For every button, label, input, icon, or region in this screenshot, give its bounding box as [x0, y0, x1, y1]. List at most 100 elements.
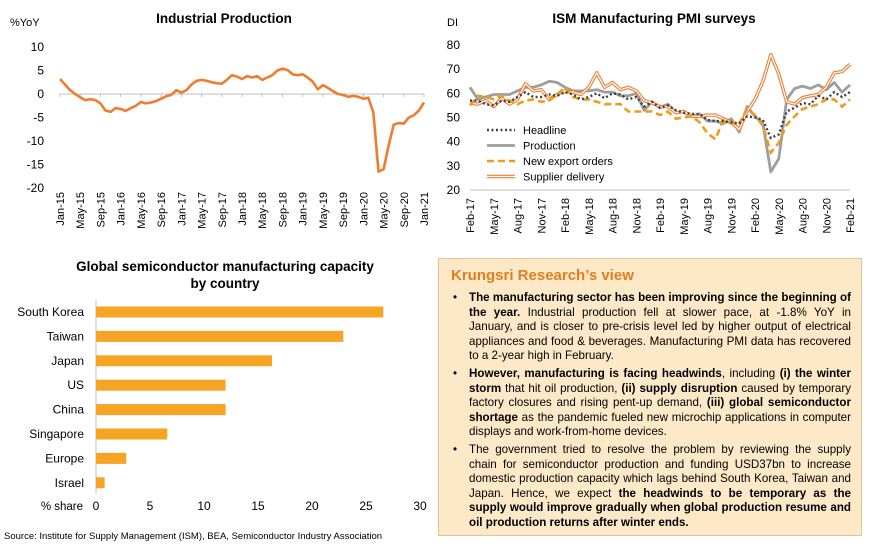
- y-tick-label: -5: [33, 111, 44, 125]
- category-label: Singapore: [29, 427, 84, 441]
- y-tick-label: -10: [27, 134, 45, 148]
- x-tick-label: May-15: [75, 192, 87, 229]
- series-line-new-export-orders: [468, 85, 851, 156]
- x-tick-label: Jan-19: [298, 192, 310, 226]
- category-label: Taiwan: [47, 329, 84, 343]
- x-tick-label: 0: [93, 499, 100, 513]
- y-axis-label: %YoY: [10, 17, 40, 29]
- x-tick-label: Nov-17: [536, 198, 548, 233]
- bar-taiwan: [96, 330, 344, 342]
- x-tick-label: 5: [147, 499, 154, 513]
- x-tick-label: May-17: [197, 192, 209, 229]
- x-tick-label: Jan-20: [358, 192, 370, 226]
- x-tick-label: Jan-15: [55, 192, 67, 226]
- y-tick-label: 30: [447, 159, 461, 173]
- panel-title: Krungsri Research’s view: [451, 267, 634, 284]
- y-tick-label: 40: [447, 135, 461, 149]
- chart-title: ISM Manufacturing PMI surveys: [552, 11, 755, 26]
- category-label: Japan: [51, 354, 84, 368]
- bar-europe: [96, 452, 127, 464]
- x-tick-label: May-19: [318, 192, 330, 229]
- x-tick-label: Aug-19: [703, 198, 715, 233]
- y-tick-label: 20: [447, 183, 461, 197]
- list-item: • The government tried to resolve the pro…: [453, 442, 851, 529]
- series-line-industrial-production: [59, 67, 426, 173]
- series-line-headline: [470, 90, 851, 140]
- y-tick-label: 80: [447, 38, 461, 52]
- x-tick-label: May-19: [679, 198, 691, 235]
- x-tick-label: May-16: [136, 192, 148, 229]
- category-label: China: [53, 403, 85, 417]
- research-view-panel: Krungsri Research’s view • The manufactur…: [438, 258, 862, 536]
- ism-pmi-chart: ISM Manufacturing PMI surveys DI 80 70 60 5…: [447, 11, 857, 235]
- chart-title: Industrial Production: [156, 11, 292, 26]
- x-tick-label: Feb-21: [845, 198, 857, 233]
- x-tick-label: 25: [359, 499, 373, 513]
- bar-china: [96, 404, 226, 416]
- chart-title-line-1: Global semiconductor manufacturing capac…: [76, 259, 374, 274]
- x-tick-label: May-20: [774, 198, 786, 235]
- x-tick-label: Sep-16: [156, 192, 168, 227]
- bullet-list: • The manufacturing sector has been impro…: [449, 291, 851, 534]
- bar-us: [96, 379, 226, 391]
- x-tick-label: Feb-20: [750, 198, 762, 233]
- x-tick-label: May-18: [584, 198, 596, 235]
- bullet-icon: •: [453, 291, 458, 304]
- y-tick-label: 5: [37, 64, 44, 78]
- y-tick-label: -20: [27, 181, 45, 195]
- y-axis-label: DI: [447, 17, 458, 29]
- y-tick-label: 10: [31, 40, 45, 54]
- legend-label: Production: [523, 141, 576, 153]
- bullet-icon: •: [453, 442, 458, 456]
- x-tick-label: Nov-20: [821, 198, 833, 233]
- x-tick-label: Sep-19: [338, 192, 350, 227]
- x-tick-label: Aug-18: [608, 198, 620, 233]
- legend-label: Supplier delivery: [523, 172, 605, 184]
- bullet-icon: •: [453, 366, 458, 380]
- x-tick-label: Sep-20: [399, 192, 411, 227]
- legend: Headline Production New export orders Suppl…: [487, 125, 613, 184]
- x-tick-label: May-17: [489, 198, 501, 235]
- y-tick-label: 50: [447, 111, 461, 125]
- legend-label: New export orders: [523, 156, 613, 168]
- x-tick-label: Jan-16: [116, 192, 128, 226]
- x-tick-label: Feb-17: [465, 198, 477, 233]
- x-tick-label: Aug-20: [798, 198, 810, 233]
- x-tick-label: May-20: [379, 192, 391, 229]
- semiconductor-capacity-chart: Global semiconductor manufacturing capac…: [17, 259, 427, 513]
- y-tick-label: 60: [447, 86, 461, 100]
- x-tick-label: Sep-18: [277, 192, 289, 227]
- x-tick-label: Sep-15: [95, 192, 107, 227]
- x-tick-label: 20: [305, 499, 319, 513]
- x-tick-label: 10: [197, 499, 211, 513]
- category-label: US: [67, 378, 84, 392]
- bar-singapore: [96, 428, 168, 440]
- x-tick-label: 30: [413, 499, 427, 513]
- x-tick-label: Jan-17: [176, 192, 188, 226]
- list-item: • The manufacturing sector has been impro…: [453, 291, 851, 363]
- legend-label: Headline: [523, 125, 566, 137]
- bar-israel: [96, 477, 105, 489]
- x-tick-label: May-18: [257, 192, 269, 229]
- x-tick-label: 15: [251, 499, 265, 513]
- y-tick-label: 70: [447, 62, 461, 76]
- x-tick-label: Jan-18: [237, 192, 249, 226]
- x-tick-label: Nov-18: [631, 198, 643, 233]
- source-note: Source: Institute for Supply Management …: [4, 531, 383, 542]
- x-tick-label: Feb-18: [560, 198, 572, 233]
- y-tick-label: 0: [37, 87, 44, 101]
- x-tick-label: Sep-17: [217, 192, 229, 227]
- y-tick-label: -15: [27, 158, 45, 172]
- x-tick-label: Nov-19: [726, 198, 738, 233]
- bar-japan: [96, 355, 273, 367]
- x-axis-label: % share: [41, 501, 83, 513]
- bar-south-korea: [96, 306, 384, 318]
- category-label: Israel: [55, 476, 84, 490]
- category-label: South Korea: [17, 305, 84, 319]
- list-item: • However, manufacturing is facing headwi…: [453, 366, 852, 439]
- category-label: Europe: [45, 451, 84, 465]
- x-tick-label: Aug-17: [513, 198, 525, 233]
- chart-title-line-2: by country: [190, 276, 260, 291]
- industrial-production-chart: Industrial Production %YoY 10 5 0 -5 -10 -15 -…: [10, 11, 431, 229]
- x-tick-label: Jan-21: [419, 192, 431, 226]
